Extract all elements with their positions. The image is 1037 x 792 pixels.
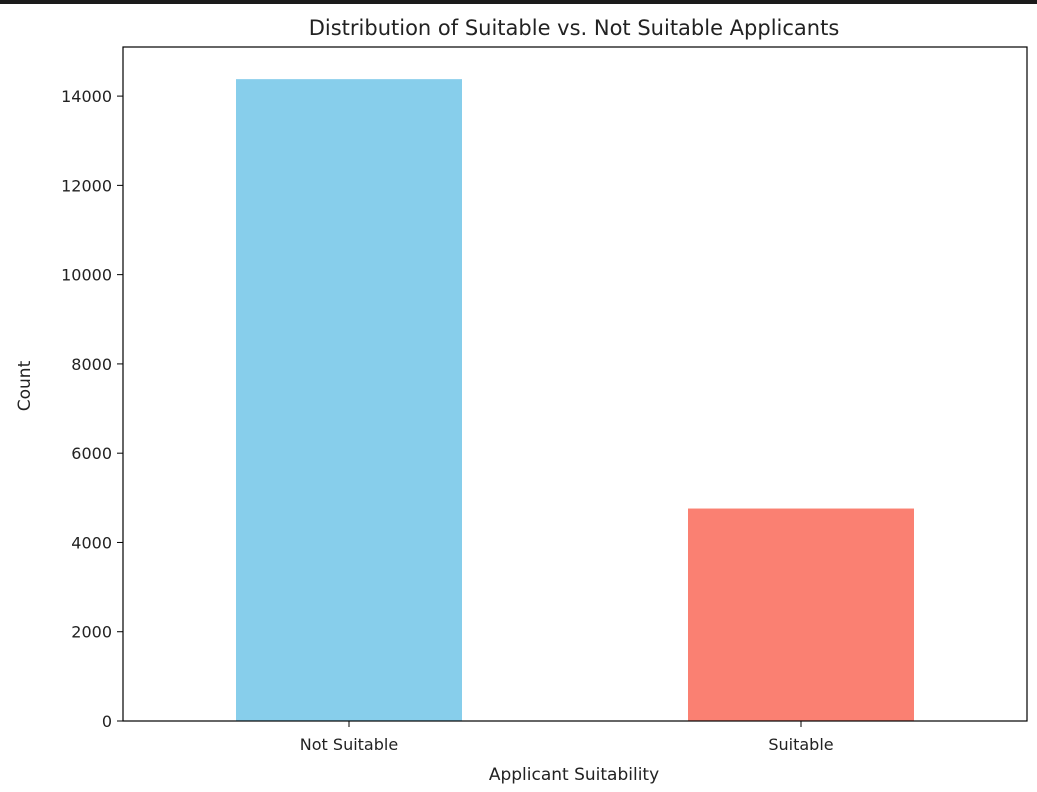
top-edge-strip: [0, 0, 1037, 4]
x-tick-label: Not Suitable: [300, 735, 398, 754]
y-tick-label: 4000: [71, 533, 112, 552]
x-axis-label: Applicant Suitability: [489, 765, 659, 785]
y-tick-label: 0: [102, 712, 112, 731]
y-axis-ticks: 0 2000 4000 6000 8000 10000 12000 14000: [61, 87, 123, 731]
chart-title: Distribution of Suitable vs. Not Suitabl…: [309, 16, 840, 40]
bars-group: [236, 79, 914, 721]
bar-suitable: [688, 508, 914, 721]
y-tick-label: 12000: [61, 176, 112, 195]
x-axis-ticks: Not Suitable Suitable: [300, 721, 834, 754]
x-tick-label: Suitable: [768, 735, 833, 754]
y-axis-label: Count: [15, 360, 35, 411]
bar-not-suitable: [236, 79, 462, 721]
y-tick-label: 6000: [71, 444, 112, 463]
y-tick-label: 8000: [71, 355, 112, 374]
y-tick-label: 14000: [61, 87, 112, 106]
plot-frame: [122, 46, 1028, 722]
y-tick-label: 2000: [71, 623, 112, 642]
y-tick-label: 10000: [61, 266, 112, 285]
